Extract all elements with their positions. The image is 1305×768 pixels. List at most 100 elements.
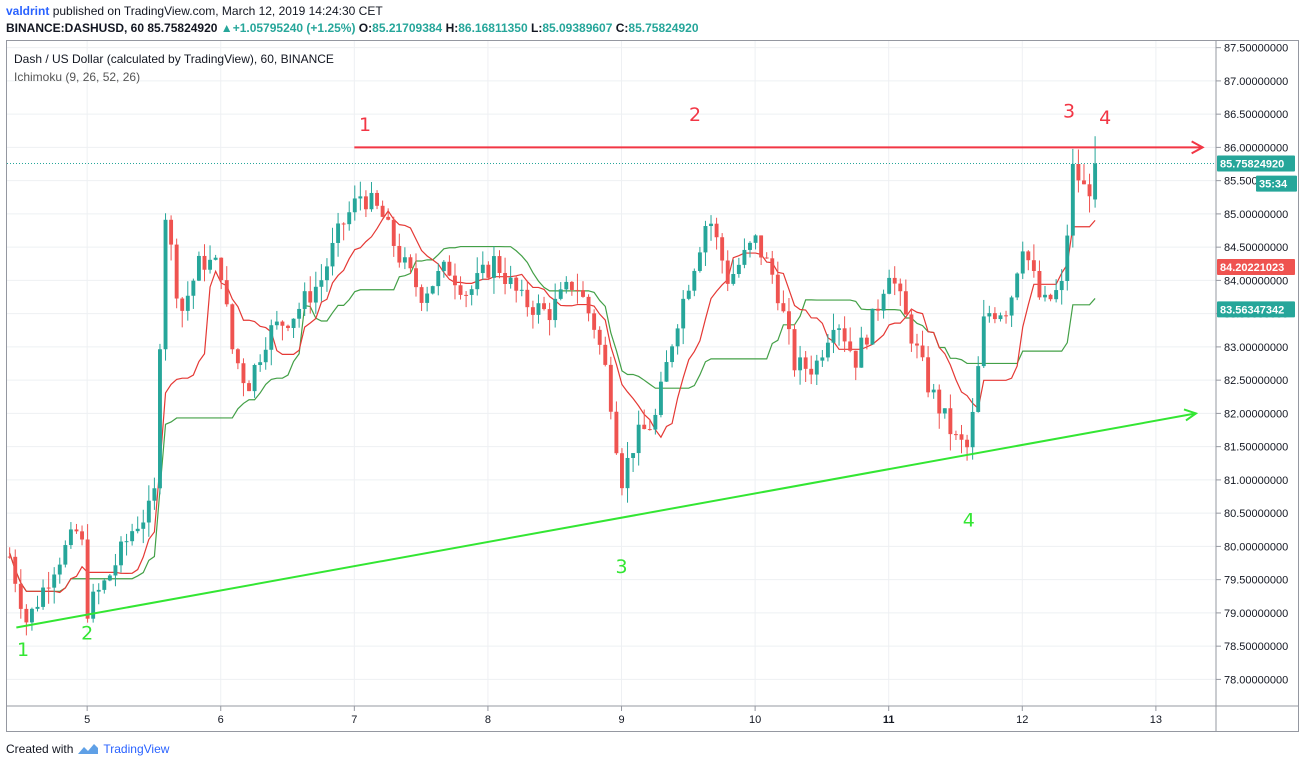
candle-body — [915, 343, 919, 346]
candle-body — [102, 580, 107, 590]
support-touch-label: 3 — [615, 556, 627, 578]
candle-body — [742, 249, 747, 265]
candle-body — [291, 318, 296, 329]
candle-body — [558, 289, 563, 299]
candle-body — [308, 291, 313, 303]
indicator-label[interactable]: Ichimoku (9, 26, 52, 26) — [14, 70, 141, 84]
candle-body — [675, 328, 680, 347]
high-label: H: — [445, 21, 459, 35]
candle-body — [1065, 235, 1070, 281]
candle-body — [486, 264, 491, 278]
candle-body — [391, 219, 396, 246]
candle-body — [91, 591, 96, 619]
candle-body — [63, 545, 68, 565]
y-tick-label: 84.00000000 — [1224, 275, 1288, 287]
candle-body — [536, 303, 541, 315]
candle-body — [681, 298, 686, 329]
candle-body — [748, 242, 752, 250]
open-label: O: — [358, 21, 373, 35]
candle-body — [931, 389, 936, 393]
candle-body — [29, 608, 34, 623]
candle-body — [981, 316, 986, 367]
candle-body — [436, 271, 441, 287]
conversion-line-series — [9, 209, 1096, 594]
candle-body — [564, 281, 569, 290]
publish-info: valdrint published on TradingView.com, M… — [6, 4, 383, 18]
support-line — [16, 412, 1197, 629]
candle-body — [525, 289, 530, 308]
candle-body — [341, 223, 346, 225]
candle-body — [57, 564, 62, 575]
candle-body — [992, 313, 997, 320]
candle-body — [441, 261, 446, 272]
candle-body — [620, 453, 624, 489]
candle-body — [1026, 251, 1031, 261]
candle-body — [469, 289, 474, 295]
created-with-text: Created with — [6, 742, 74, 756]
candle-body — [119, 541, 123, 566]
close-label: C: — [615, 21, 629, 35]
candle-body — [453, 275, 457, 286]
candle-body — [542, 303, 546, 310]
candle-body — [1054, 290, 1059, 300]
candle-body — [731, 274, 736, 284]
support-arrowhead — [1183, 408, 1199, 422]
candle-body — [1048, 294, 1053, 300]
x-tick-label: 7 — [351, 714, 357, 726]
candle-body — [68, 529, 73, 546]
y-tick-label: 82.00000000 — [1224, 408, 1288, 420]
candle-body — [987, 313, 992, 317]
candle-body — [926, 357, 931, 393]
candle-body — [714, 223, 719, 238]
candle-body — [480, 264, 485, 274]
close-value: 85.75824920 — [628, 21, 699, 35]
candle-body — [658, 381, 663, 415]
price-tag — [1217, 258, 1295, 275]
candle-body — [419, 287, 424, 303]
candle-body — [569, 281, 574, 290]
y-tick-label: 87.00000000 — [1224, 76, 1288, 88]
candle-body — [787, 311, 791, 330]
candle-body — [592, 313, 597, 330]
candle-body — [809, 368, 814, 375]
candle-body — [514, 277, 519, 291]
candle-body — [180, 298, 185, 311]
candle-body — [158, 349, 162, 489]
x-tick-label: 9 — [618, 714, 624, 726]
y-tick-label: 86.00000000 — [1224, 142, 1288, 154]
author-link[interactable]: valdrint — [6, 4, 50, 18]
candle-body — [725, 260, 730, 284]
candle-body — [503, 272, 508, 285]
candle-body — [297, 308, 302, 319]
candle-body — [642, 424, 647, 430]
candle-body — [953, 434, 958, 436]
candle-body — [397, 245, 402, 263]
candle-body — [753, 235, 758, 243]
candle-body — [1076, 163, 1081, 181]
candle-body — [146, 500, 151, 523]
candle-body — [18, 583, 23, 609]
candle-body — [603, 344, 608, 365]
price-change: +1.05795240 (+1.25%) — [232, 21, 356, 35]
candle-body — [13, 556, 18, 584]
y-tick-label: 80.50000000 — [1224, 508, 1288, 520]
candle-body — [803, 357, 808, 369]
series-title: Dash / US Dollar (calculated by TradingV… — [14, 52, 334, 66]
candle-body — [859, 337, 864, 368]
candle-body — [976, 366, 981, 412]
candle-body — [792, 329, 797, 371]
candle-body — [864, 337, 869, 345]
candle-body — [1037, 271, 1042, 298]
candle-body — [208, 259, 213, 270]
candle-body — [653, 414, 658, 430]
candle-body — [124, 541, 129, 543]
price-tag — [1217, 155, 1295, 172]
resistance-arrowhead — [1191, 140, 1205, 155]
support-touch-label: 4 — [963, 509, 975, 531]
candle-body — [720, 237, 725, 261]
footer: Created with TradingView — [6, 742, 169, 756]
tradingview-brand[interactable]: TradingView — [103, 742, 170, 756]
candle-body — [965, 439, 970, 448]
up-arrow-icon: ▲ — [220, 21, 233, 35]
